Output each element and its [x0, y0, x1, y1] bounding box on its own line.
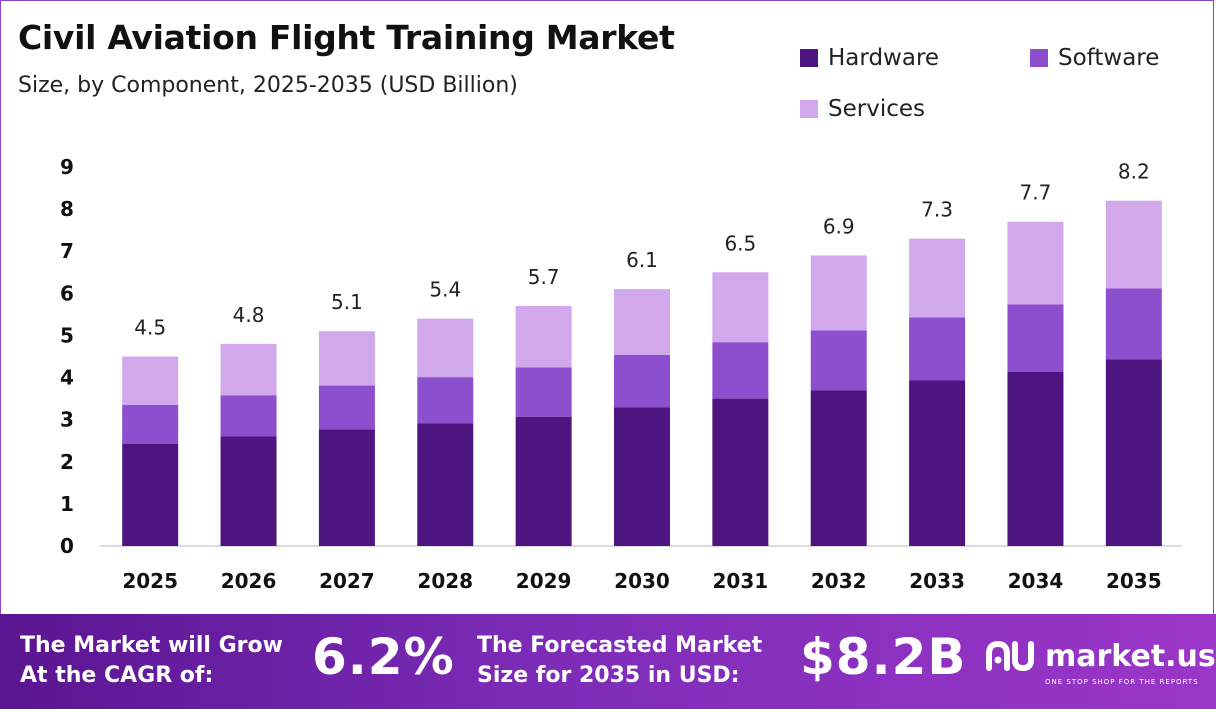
cagr-label-line2: At the CAGR of: [20, 663, 214, 688]
bar-segment-hardware [712, 398, 769, 546]
bar-segment-services [1105, 200, 1162, 289]
x-tick-label: 2034 [1008, 569, 1064, 593]
bar-total-label: 6.5 [724, 231, 756, 255]
y-tick-label: 4 [60, 366, 74, 390]
chart-title: Civil Aviation Flight Training Market [18, 18, 675, 57]
cagr-label: The Market will Grow At the CAGR of: [20, 631, 283, 691]
bar-segment-software [122, 404, 179, 444]
bar-segment-software [1105, 288, 1162, 360]
bar-segment-services [122, 356, 179, 405]
y-tick-label: 0 [60, 534, 74, 558]
bar-total-label: 7.3 [921, 198, 953, 222]
forecast-label-line1: The Forecasted Market [477, 633, 763, 658]
bar-segment-software [909, 317, 966, 381]
bar-total-label: 6.1 [626, 248, 658, 272]
y-tick-label: 1 [60, 492, 74, 516]
x-tick-label: 2028 [417, 569, 473, 593]
x-tick-label: 2026 [221, 569, 277, 593]
legend: Hardware Software Services [800, 45, 1200, 135]
stacked-bar-chart: 0 1 2 3 4 5 6 7 8 9 4.5 2025 4.8 2026 5.1 2027 5.4 2028 5.… [60, 155, 1182, 593]
y-tick-label: 3 [60, 408, 74, 432]
brand-name: market.us [1045, 638, 1216, 674]
legend-label-software: Software [1058, 45, 1160, 71]
legend-swatch-software [1030, 49, 1048, 67]
bar-total-label: 7.7 [1020, 181, 1052, 205]
cagr-value: 6.2% [312, 628, 455, 686]
brand-logo: market.us ONE STOP SHOP FOR THE REPORTS [985, 638, 1216, 686]
bar-segment-services [515, 305, 572, 368]
legend-label-services: Services [828, 96, 925, 122]
legend-label-hardware: Hardware [828, 45, 940, 71]
bar-segment-hardware [909, 380, 966, 546]
bar-segment-software [220, 395, 277, 437]
bar-segment-services [318, 331, 375, 386]
bar-segment-services [1007, 221, 1064, 305]
y-tick-label: 2 [60, 450, 74, 474]
bar-segment-software [417, 377, 474, 424]
bar-segment-software [515, 367, 572, 417]
legend-swatch-hardware [800, 49, 818, 67]
market-us-logo-icon [986, 640, 1034, 672]
bar-segment-services [712, 272, 769, 343]
bar-segment-software [810, 330, 867, 391]
forecast-label: The Forecasted Market Size for 2035 in U… [477, 631, 762, 691]
footer-banner: The Market will Grow At the CAGR of: 6.2… [0, 614, 1216, 709]
y-tick-label: 6 [60, 281, 74, 305]
x-tick-label: 2035 [1106, 569, 1162, 593]
bar-segment-services [614, 289, 670, 355]
bar-total-label: 5.1 [331, 290, 363, 314]
bar-segment-software [614, 354, 670, 408]
forecast-value: $8.2B [800, 628, 967, 686]
cagr-label-line1: The Market will Grow [20, 633, 283, 658]
x-tick-label: 2030 [614, 569, 670, 593]
bar-segment-hardware [220, 436, 277, 546]
chart-subtitle: Size, by Component, 2025-2035 (USD Billi… [18, 73, 518, 98]
bar-total-label: 8.2 [1118, 160, 1150, 184]
y-tick-label: 8 [60, 197, 74, 221]
x-tick-label: 2025 [122, 569, 178, 593]
y-tick-label: 7 [60, 239, 74, 263]
bar-segment-services [220, 343, 277, 396]
bar-segment-services [417, 318, 474, 378]
bar-segment-hardware [417, 423, 474, 546]
forecast-label-line2: Size for 2035 in USD: [477, 663, 740, 688]
bar-segment-services [810, 255, 867, 331]
y-tick-label: 9 [60, 155, 74, 179]
legend-item-hardware: Hardware [800, 45, 939, 71]
bar-segment-hardware [810, 390, 867, 546]
legend-item-services: Services [800, 96, 925, 122]
legend-swatch-services [800, 100, 818, 118]
bar-segment-hardware [515, 416, 572, 546]
brand-tagline: ONE STOP SHOP FOR THE REPORTS [1045, 678, 1199, 686]
bar-segment-hardware [1105, 359, 1162, 546]
x-tick-label: 2032 [811, 569, 867, 593]
bar-total-label: 4.8 [233, 303, 265, 327]
legend-item-software: Software [1030, 45, 1159, 71]
bar-segment-software [1007, 304, 1064, 372]
bar-segment-software [712, 342, 769, 399]
bar-segment-hardware [614, 407, 670, 546]
bar-segment-hardware [318, 429, 375, 546]
bar-total-label: 5.7 [528, 265, 560, 289]
x-tick-label: 2027 [319, 569, 375, 593]
bar-segment-hardware [1007, 371, 1064, 546]
x-tick-label: 2033 [909, 569, 965, 593]
bar-segment-software [318, 385, 375, 430]
bar-total-label: 5.4 [429, 278, 461, 302]
y-tick-label: 5 [60, 323, 74, 347]
bar-segment-hardware [122, 443, 179, 546]
bar-total-label: 4.5 [134, 316, 166, 340]
x-tick-label: 2029 [516, 569, 572, 593]
bar-total-label: 6.9 [823, 214, 855, 238]
bar-segment-services [909, 238, 966, 318]
x-tick-label: 2031 [713, 569, 769, 593]
